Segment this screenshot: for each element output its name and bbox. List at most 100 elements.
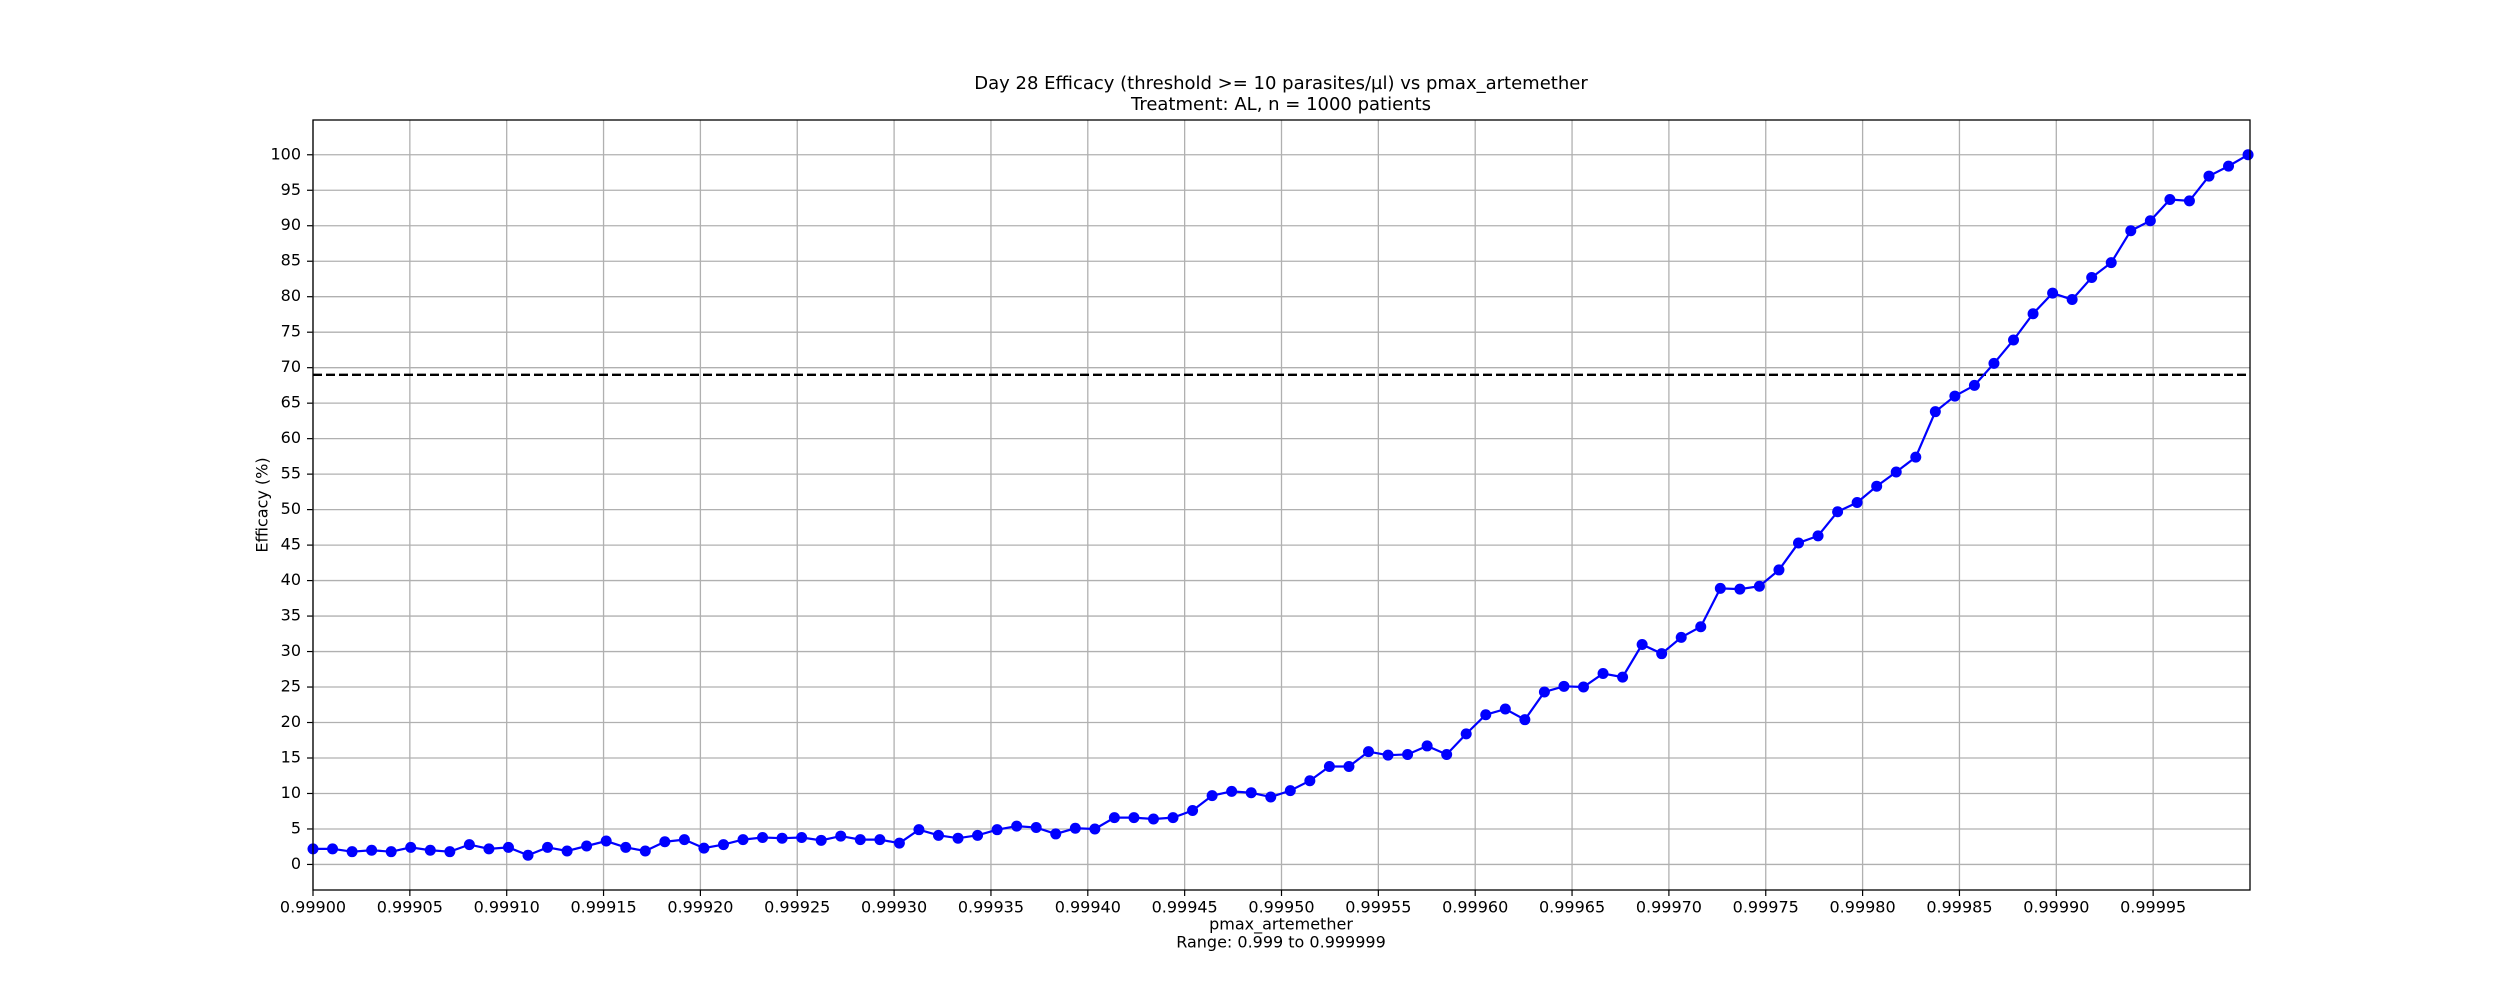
- x-tick-label: 0.99960: [1442, 898, 1508, 917]
- data-point: [698, 842, 710, 854]
- data-point: [1538, 686, 1550, 698]
- y-axis-label: Efficacy (%): [253, 457, 272, 552]
- data-point: [1265, 791, 1277, 803]
- data-point: [1558, 680, 1570, 692]
- y-tick-label: 75: [281, 322, 301, 341]
- data-point: [385, 846, 397, 858]
- data-point: [581, 840, 593, 852]
- data-point: [1753, 580, 1765, 592]
- y-tick-label: 90: [281, 215, 301, 234]
- data-point: [1050, 828, 1062, 840]
- x-tick-label: 0.99975: [1733, 898, 1799, 917]
- data-point: [2164, 193, 2176, 205]
- data-point: [1695, 621, 1707, 633]
- x-tick-label: 0.99915: [570, 898, 636, 917]
- data-point: [1284, 785, 1296, 797]
- data-point: [1460, 728, 1472, 740]
- chart-subtitle: Treatment: AL, n = 1000 patients: [1130, 94, 1431, 115]
- data-point: [1402, 748, 1414, 760]
- y-tick-label: 40: [281, 570, 301, 589]
- data-point: [952, 832, 964, 844]
- data-point: [659, 836, 671, 848]
- data-point: [483, 843, 495, 855]
- y-tick-label: 5: [291, 818, 301, 837]
- x-tick-label: 0.99970: [1636, 898, 1702, 917]
- data-point: [1206, 790, 1218, 802]
- data-point: [913, 824, 925, 836]
- data-point: [757, 831, 769, 843]
- data-point: [327, 843, 339, 855]
- data-point: [1499, 703, 1511, 715]
- y-tick-label: 70: [281, 357, 301, 376]
- data-point: [1910, 451, 1922, 463]
- y-tick-label: 95: [281, 180, 301, 199]
- data-point: [893, 837, 905, 849]
- data-point: [1597, 668, 1609, 680]
- y-tick-label: 30: [281, 641, 301, 660]
- x-tick-label: 0.99930: [861, 898, 927, 917]
- x-axis-label: pmax_artemether: [1209, 915, 1353, 935]
- x-tick-label: 0.99940: [1055, 898, 1121, 917]
- data-point: [1812, 530, 1824, 542]
- data-point: [2105, 257, 2117, 269]
- data-point: [1773, 564, 1785, 576]
- y-tick-label: 100: [270, 144, 301, 163]
- data-point: [366, 844, 378, 856]
- data-point: [1480, 709, 1492, 721]
- data-point: [1011, 820, 1023, 832]
- data-point: [1577, 681, 1589, 693]
- data-point: [1421, 740, 1433, 752]
- data-point: [424, 844, 436, 856]
- x-tick-label: 0.99980: [1830, 898, 1896, 917]
- y-tick-label: 60: [281, 428, 301, 447]
- data-point: [639, 845, 651, 857]
- data-point: [600, 835, 612, 847]
- data-point: [1382, 749, 1394, 761]
- data-point: [737, 834, 749, 846]
- data-point: [2086, 272, 2098, 284]
- data-point: [2125, 225, 2137, 237]
- data-point: [972, 829, 984, 841]
- x-tick-label: 0.99920: [667, 898, 733, 917]
- data-point: [1147, 813, 1159, 825]
- x-tick-label: 0.99990: [2023, 898, 2089, 917]
- x-tick-label: 0.99935: [958, 898, 1024, 917]
- data-point: [1656, 648, 1668, 660]
- data-point: [1441, 748, 1453, 760]
- x-tick-label: 0.99900: [280, 898, 346, 917]
- data-point: [1187, 805, 1199, 817]
- y-tick-label: 55: [281, 464, 301, 483]
- x-tick-label: 0.99995: [2120, 898, 2186, 917]
- data-point: [1617, 671, 1629, 683]
- y-tick-label: 10: [281, 783, 301, 802]
- data-point: [444, 846, 456, 858]
- data-point: [854, 834, 866, 846]
- data-point: [1968, 379, 1980, 391]
- data-point: [932, 829, 944, 841]
- y-tick-label: 0: [291, 854, 301, 873]
- data-point: [1890, 466, 1902, 478]
- y-tick-label: 85: [281, 251, 301, 270]
- data-point: [1108, 812, 1120, 824]
- data-point: [835, 830, 847, 842]
- data-point: [2008, 334, 2020, 346]
- x-tick-label: 0.99965: [1539, 898, 1605, 917]
- data-point: [2242, 149, 2254, 161]
- data-point: [1734, 583, 1746, 595]
- data-point: [1030, 822, 1042, 834]
- data-point: [1245, 787, 1257, 799]
- data-point: [1362, 746, 1374, 758]
- data-point: [2027, 308, 2039, 320]
- data-point: [1304, 775, 1316, 787]
- data-point: [1519, 714, 1531, 726]
- data-point: [1343, 761, 1355, 773]
- x-tick-label: 0.99910: [474, 898, 540, 917]
- x-tick-label: 0.99925: [764, 898, 830, 917]
- data-point: [776, 832, 788, 844]
- data-point: [874, 834, 886, 846]
- data-point: [542, 841, 554, 853]
- data-point: [1636, 638, 1648, 650]
- y-tick-label: 15: [281, 748, 301, 767]
- data-point: [463, 839, 475, 851]
- data-point: [2183, 195, 2195, 207]
